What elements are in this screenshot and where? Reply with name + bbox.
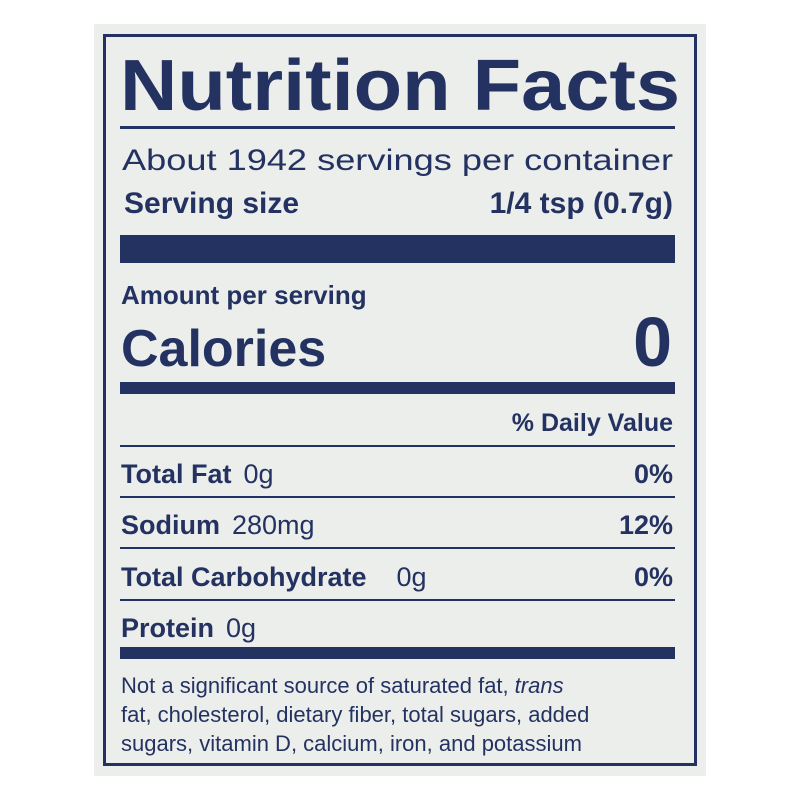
nutrient-name: Sodium (121, 510, 220, 540)
nutrient-name: Total Carbohydrate (121, 562, 367, 592)
nutrient-percent: 0% (634, 459, 673, 489)
amount-per-serving: Amount per serving (121, 280, 367, 310)
nutrient-rows: Total Fat 0g 0% Sodium 280mg 12% Total Carbohy… (120, 459, 675, 643)
footnote-italic: trans (515, 673, 564, 698)
nutrient-amount: 0g (397, 562, 427, 592)
servings-per-container: About 1942 servings per container (122, 144, 673, 177)
title: Nutrition Facts (120, 46, 680, 126)
medium-bar (120, 382, 675, 394)
nutrient-row-text: Total Fat 0g (121, 459, 274, 489)
nutrient-amount: 280mg (232, 510, 315, 540)
nutrient-row-text: Sodium 280mg (121, 510, 315, 540)
rule (120, 445, 675, 447)
nutrient-amount: 0g (226, 613, 256, 643)
serving-size-value: 1/4 tsp (0.7g) (490, 187, 673, 220)
nutrient-row-text: Protein 0g (121, 613, 256, 643)
footnote-text: Not a significant source of saturated fa… (121, 673, 509, 698)
rule (120, 496, 675, 498)
label-border (103, 34, 697, 766)
nutrient-name: Protein (121, 613, 214, 643)
calories-value: 0 (633, 303, 672, 381)
calories-label: Calories (121, 320, 326, 378)
serving-size-label: Serving size (124, 187, 299, 220)
daily-value-header: % Daily Value (512, 409, 673, 437)
rule (120, 126, 675, 129)
nutrient-row-text: Total Carbohydrate 0g (121, 562, 427, 592)
nutrient-percent: 0% (634, 562, 673, 592)
thick-bar (120, 235, 675, 263)
footnote-line: Not a significant source of saturated fa… (121, 673, 564, 698)
medium-bar (120, 647, 675, 659)
footnote-line: sugars, vitamin D, calcium, iron, and po… (121, 731, 582, 756)
nutrient-name: Total Fat (121, 459, 232, 489)
nutrient-amount: 0g (244, 459, 274, 489)
label-background (94, 24, 706, 776)
rule (120, 599, 675, 601)
rule (120, 547, 675, 549)
nutrient-percent: 12% (619, 510, 673, 540)
footnote-line: fat, cholesterol, dietary fiber, total s… (121, 702, 589, 727)
